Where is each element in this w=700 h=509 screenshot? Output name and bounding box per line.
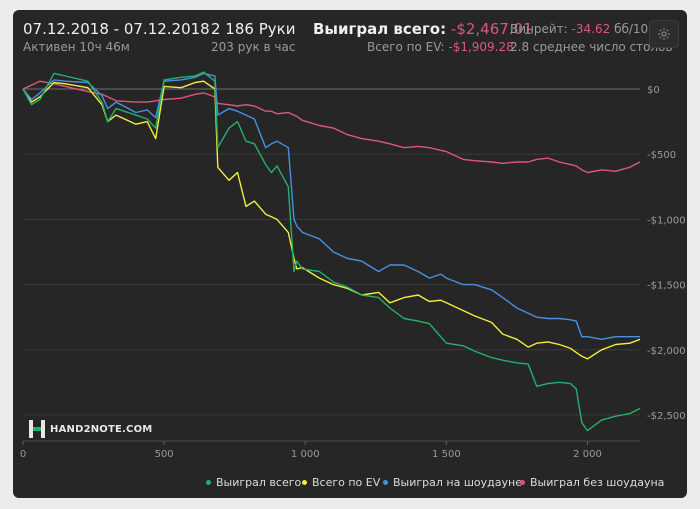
- legend-item-ev-total[interactable]: Всего по EV: [302, 476, 380, 489]
- y-tick-label: $0: [647, 85, 660, 96]
- date-range: 07.12.2018 - 07.12.2018: [23, 20, 210, 38]
- series-line-3: [22, 80, 641, 174]
- winrate-value: -34.62: [571, 22, 611, 36]
- series-line-1: [22, 80, 641, 360]
- avg-tables: 2.8 среднее число столов: [510, 40, 673, 54]
- y-tick-label: -$2,000: [647, 346, 686, 357]
- won-total: Выиграл всего: -$2,467.01: [313, 20, 533, 38]
- won-total-value: -$2,467.01: [450, 20, 533, 38]
- profit-chart: $0 -$500 -$1,000 -$1,500 -$2,000 -$2,500 0 500…: [20, 71, 686, 460]
- hands-count: 2 186 Руки: [211, 20, 296, 38]
- winrate: Винрейт: -34.62 бб/100: [510, 22, 656, 36]
- legend-dot-non-showdown: [520, 480, 525, 485]
- ev-total-label: Всего по EV:: [367, 40, 445, 54]
- legend-dot-won-total: [206, 480, 211, 485]
- legend-item-won-total[interactable]: Выиграл всего: [206, 476, 301, 489]
- gear-icon: [658, 28, 670, 40]
- legend-item-non-showdown[interactable]: Выиграл без шоудауна: [520, 476, 664, 489]
- x-tick-label: 0: [20, 449, 26, 460]
- x-tick-label: 500: [155, 449, 174, 460]
- x-tick-label: 1 000: [291, 449, 320, 460]
- series-line-0: [22, 71, 641, 432]
- ev-total: Всего по EV: -$1,909.28: [367, 40, 514, 54]
- y-tick-label: -$500: [647, 150, 676, 161]
- legend-label-showdown: Выиграл на шоудауне: [393, 476, 522, 489]
- won-total-label: Выиграл всего:: [313, 20, 447, 38]
- winrate-label: Винрейт:: [510, 22, 568, 36]
- y-tick-label: -$1,500: [647, 281, 686, 292]
- legend-label-non-showdown: Выиграл без шоудауна: [530, 476, 665, 489]
- hand2note-logo-icon: [29, 420, 45, 438]
- x-tick-label: 1 500: [432, 449, 461, 460]
- y-tick-label: -$1,000: [647, 215, 686, 226]
- hand2note-logo: HAND2NOTE.COM: [29, 420, 152, 438]
- ev-total-value: -$1,909.28: [448, 40, 514, 54]
- legend-label-ev-total: Всего по EV: [312, 476, 381, 489]
- y-tick-label: -$2,500: [647, 411, 686, 422]
- settings-button[interactable]: [649, 20, 679, 48]
- hand2note-logo-text: HAND2NOTE.COM: [50, 423, 153, 435]
- hands-per-hour: 203 рук в час: [211, 40, 296, 54]
- active-time: Активен 10ч 46м: [23, 40, 130, 54]
- legend-dot-ev-total: [302, 480, 307, 485]
- x-tick-label: 2 000: [573, 449, 602, 460]
- winrate-unit: бб/100: [614, 22, 656, 36]
- legend-item-showdown[interactable]: Выиграл на шоудауне: [383, 476, 522, 489]
- legend-label-won-total: Выиграл всего: [216, 476, 302, 489]
- graph-panel: 07.12.2018 - 07.12.2018 Активен 10ч 46м …: [13, 10, 687, 498]
- series-line-2: [22, 72, 640, 340]
- legend-dot-showdown: [383, 480, 388, 485]
